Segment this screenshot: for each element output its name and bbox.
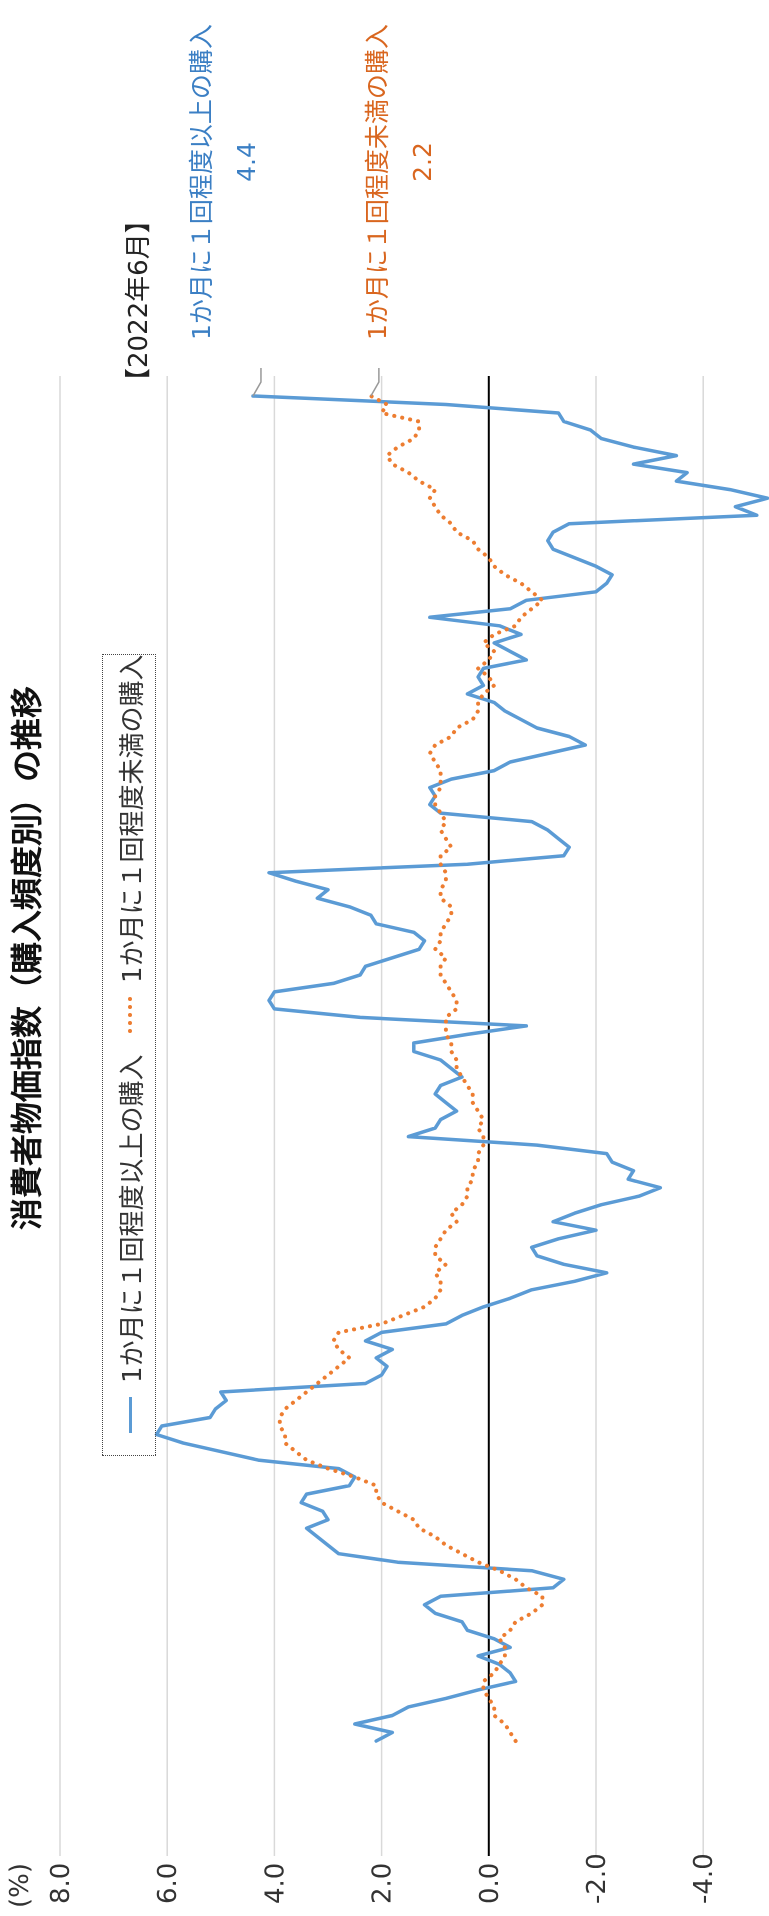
y-tick-label: 8.0: [46, 1863, 76, 1904]
legend-label-series1: 1か月に１回程度以上の購入: [117, 1054, 148, 1383]
annotation-series2-label: 1か月に１回程度未満の購入: [363, 24, 392, 340]
y-tick-label: -2.0: [582, 1853, 612, 1904]
annotation-series1-value: 4.4: [232, 142, 261, 182]
series2-leader-line: [370, 368, 380, 397]
y-tick-label: -4.0: [689, 1853, 719, 1904]
y-tick-label: 0.0: [475, 1863, 505, 1904]
legend-swatch-dotted-icon: [128, 997, 132, 1033]
y-tick-label: 2.0: [368, 1863, 398, 1904]
legend-label-series2: 1か月に１回程度未満の購入: [117, 654, 148, 983]
y-tick-label: 4.0: [260, 1863, 290, 1904]
legend-swatch-solid-icon: [128, 1397, 132, 1433]
legend: 1か月に１回程度以上の購入 1か月に１回程度未満の購入: [102, 654, 156, 1456]
series1-line: [154, 394, 769, 1743]
y-tick-label: 6.0: [153, 1863, 183, 1904]
legend-item-series1: 1か月に１回程度以上の購入: [103, 1054, 157, 1433]
legend-item-series2: 1か月に１回程度未満の購入: [103, 654, 157, 1033]
annotation-header: 【2022年6月】: [124, 207, 154, 394]
series1-leader-line: [252, 368, 262, 397]
series2-line: [277, 394, 545, 1743]
annotation-series2-value: 2.2: [408, 142, 437, 182]
annotation-series1-label: 1か月に１回程度以上の購入: [187, 24, 216, 340]
